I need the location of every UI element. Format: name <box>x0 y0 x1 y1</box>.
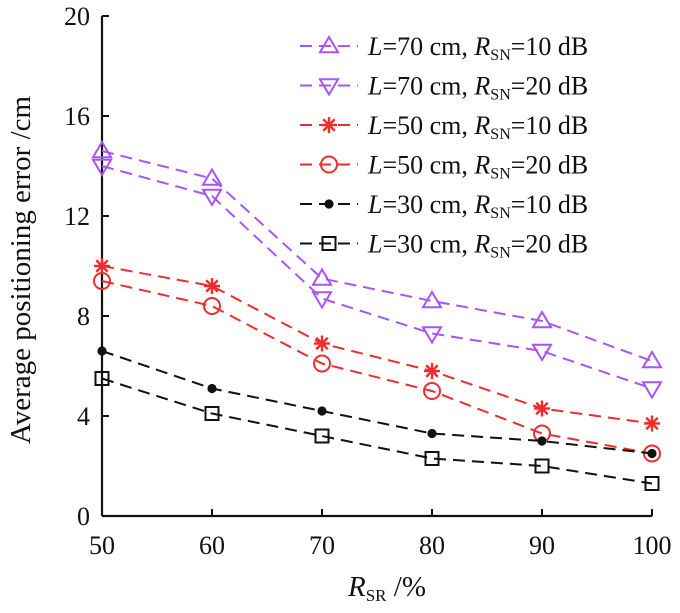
y-tick-label: 12 <box>64 202 90 231</box>
legend-item: L=50 cm, RSN=10 dB <box>300 111 588 143</box>
series-4 <box>93 272 661 463</box>
y-tick-label: 20 <box>64 2 90 31</box>
legend-label: L=70 cm, RSN=20 dB <box>367 72 588 104</box>
legend-swatch-marker <box>320 155 338 174</box>
legend-label: L=70 cm, RSN=10 dB <box>367 32 588 64</box>
legend-item: L=70 cm, RSN=10 dB <box>300 32 588 64</box>
data-point <box>207 383 217 394</box>
legend-swatch-marker <box>318 35 340 54</box>
series <box>91 140 663 491</box>
data-point <box>94 258 110 274</box>
data-point <box>531 343 553 362</box>
series-line <box>101 377 653 485</box>
legend-swatch-marker <box>321 236 337 251</box>
y-tick-label: 16 <box>64 102 90 131</box>
x-axis-title-var: R <box>347 571 366 603</box>
data-point <box>311 291 333 310</box>
legend-swatch-marker <box>318 78 340 97</box>
data-point <box>421 290 443 309</box>
data-point <box>647 448 657 459</box>
data-point <box>424 451 440 466</box>
series-1 <box>91 140 663 369</box>
data-point <box>534 458 550 474</box>
series-line <box>101 150 653 362</box>
y-axis-title: Average positioning error /cm <box>5 95 37 444</box>
data-point <box>641 381 663 400</box>
legend-item: L=30 cm, RSN=10 dB <box>300 190 588 222</box>
legend-item: L=30 cm, RSN=20 dB <box>300 230 588 262</box>
x-tick-label: 90 <box>529 531 555 560</box>
x-tick-label: 60 <box>199 531 225 560</box>
series-2 <box>91 158 663 400</box>
data-point <box>644 415 660 432</box>
y-tick-label: 8 <box>77 302 90 331</box>
x-axis-title-sub: SR <box>366 586 387 605</box>
data-point <box>424 363 440 379</box>
series-line <box>101 280 653 455</box>
x-tick-label: 70 <box>309 531 335 560</box>
data-point <box>314 335 330 352</box>
data-point <box>203 297 221 315</box>
x-tick-label: 100 <box>633 531 672 560</box>
data-point <box>97 346 107 356</box>
legend-item: L=70 cm, RSN=20 dB <box>300 72 588 104</box>
data-point <box>427 428 437 439</box>
x-axis-title-suffix: /% <box>387 571 426 603</box>
legend-swatch-marker <box>324 199 334 209</box>
data-point <box>91 158 113 177</box>
legend-label: L=30 cm, RSN=10 dB <box>367 190 588 222</box>
data-point <box>531 310 553 329</box>
legend-item: L=50 cm, RSN=20 dB <box>300 151 588 183</box>
series-5 <box>97 346 657 459</box>
data-point <box>537 436 547 446</box>
series-line <box>101 350 653 455</box>
legend: L=70 cm, RSN=10 dB L=70 cm, RSN=20 dB L=50… <box>300 32 588 262</box>
data-point <box>204 406 220 421</box>
y-tick-label: 4 <box>77 402 90 431</box>
series-line <box>101 165 653 390</box>
legend-label: L=50 cm, RSN=20 dB <box>367 151 588 183</box>
legend-label: L=50 cm, RSN=10 dB <box>367 111 588 143</box>
legend-label: L=30 cm, RSN=20 dB <box>367 230 588 262</box>
data-point <box>314 428 330 444</box>
legend-swatch-marker <box>321 117 337 133</box>
data-point <box>204 278 220 294</box>
series-6 <box>94 371 660 491</box>
data-point <box>201 167 223 186</box>
x-tick-label: 50 <box>89 531 115 560</box>
data-point <box>313 354 331 373</box>
data-point <box>201 188 223 207</box>
data-point <box>421 326 443 345</box>
data-point <box>94 371 110 386</box>
data-point <box>93 272 111 290</box>
data-point <box>534 400 550 417</box>
x-tick-label: 80 <box>419 531 445 560</box>
data-point <box>641 350 663 369</box>
tick-labels: 0 4 8 12 16 20 50 60 70 80 90 100 <box>64 2 672 560</box>
data-point <box>311 267 333 286</box>
data-point <box>317 406 327 416</box>
data-point <box>423 382 441 400</box>
series-line <box>101 265 653 425</box>
y-tick-label: 0 <box>77 502 90 531</box>
series-3 <box>94 258 660 432</box>
data-point <box>644 476 660 491</box>
x-axis-title: RSR /% <box>347 571 426 605</box>
data-point <box>91 140 113 159</box>
